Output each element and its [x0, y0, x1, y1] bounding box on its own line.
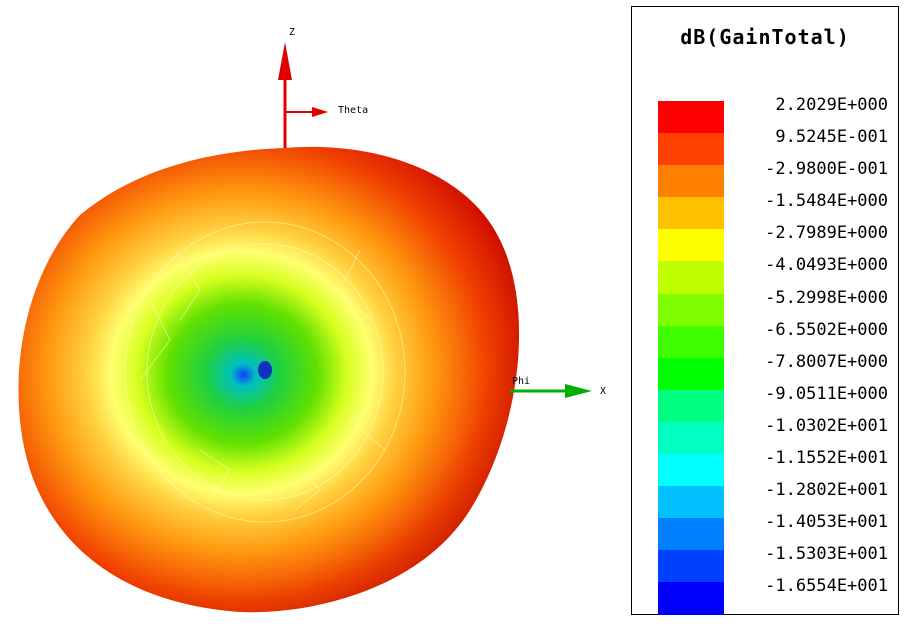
- 3d-plot-viewport[interactable]: Z Theta X Phi: [0, 0, 620, 625]
- pattern-null: [258, 361, 272, 379]
- legend-value: -1.4053E+001: [765, 512, 888, 533]
- legend-swatch: [658, 197, 724, 230]
- legend-swatch: [658, 454, 724, 487]
- legend-swatch: [658, 582, 724, 615]
- x-axis-label: X: [600, 386, 606, 397]
- legend-value: -9.0511E+000: [765, 383, 888, 404]
- legend-swatch: [658, 550, 724, 583]
- legend-swatch: [658, 133, 724, 166]
- legend-swatches: [658, 101, 724, 615]
- legend-value: -1.6554E+001: [765, 576, 888, 597]
- legend-value: -1.5303E+001: [765, 544, 888, 565]
- legend-value: -2.9800E-001: [765, 159, 888, 180]
- z-axis-label: Z: [289, 27, 295, 38]
- legend-value: -1.1552E+001: [765, 448, 888, 469]
- legend-value: -1.5484E+000: [765, 191, 888, 212]
- legend-swatch: [658, 101, 724, 134]
- legend-title: dB(GainTotal): [680, 25, 850, 49]
- phi-axis: Phi: [512, 376, 530, 392]
- legend-value: -1.2802E+001: [765, 480, 888, 501]
- color-legend: dB(GainTotal) 2.2029E+000 9.5245E-001 -2.…: [631, 6, 899, 615]
- legend-swatch: [658, 357, 724, 390]
- radiation-pattern-plot: Z Theta X Phi: [18, 27, 606, 613]
- legend-swatch: [658, 325, 724, 358]
- legend-swatch: [658, 229, 724, 262]
- legend-value: -7.8007E+000: [765, 351, 888, 372]
- theta-axis-label: Theta: [338, 105, 368, 116]
- legend-swatch: [658, 165, 724, 198]
- legend-swatch: [658, 518, 724, 551]
- legend-swatch: [658, 421, 724, 455]
- legend-swatch: [658, 486, 724, 519]
- legend-value: 9.5245E-001: [775, 127, 888, 148]
- legend-swatch: [658, 261, 724, 294]
- legend-value: -6.5502E+000: [765, 319, 888, 340]
- legend-value: -4.0493E+000: [765, 255, 888, 276]
- legend-labels: 2.2029E+000 9.5245E-001 -2.9800E-001 -1.54…: [728, 89, 888, 603]
- legend-value: -5.2998E+000: [765, 287, 888, 308]
- legend-value: -2.7989E+000: [765, 223, 888, 244]
- legend-value: 2.2029E+000: [775, 95, 888, 115]
- legend-swatch: [658, 389, 724, 422]
- legend-value: -1.0302E+001: [765, 415, 888, 436]
- legend-swatch: [658, 293, 724, 326]
- mesh-facets: [124, 221, 406, 523]
- z-axis: Z: [278, 27, 295, 148]
- phi-axis-label: Phi: [512, 376, 530, 387]
- theta-axis: Theta: [285, 105, 368, 117]
